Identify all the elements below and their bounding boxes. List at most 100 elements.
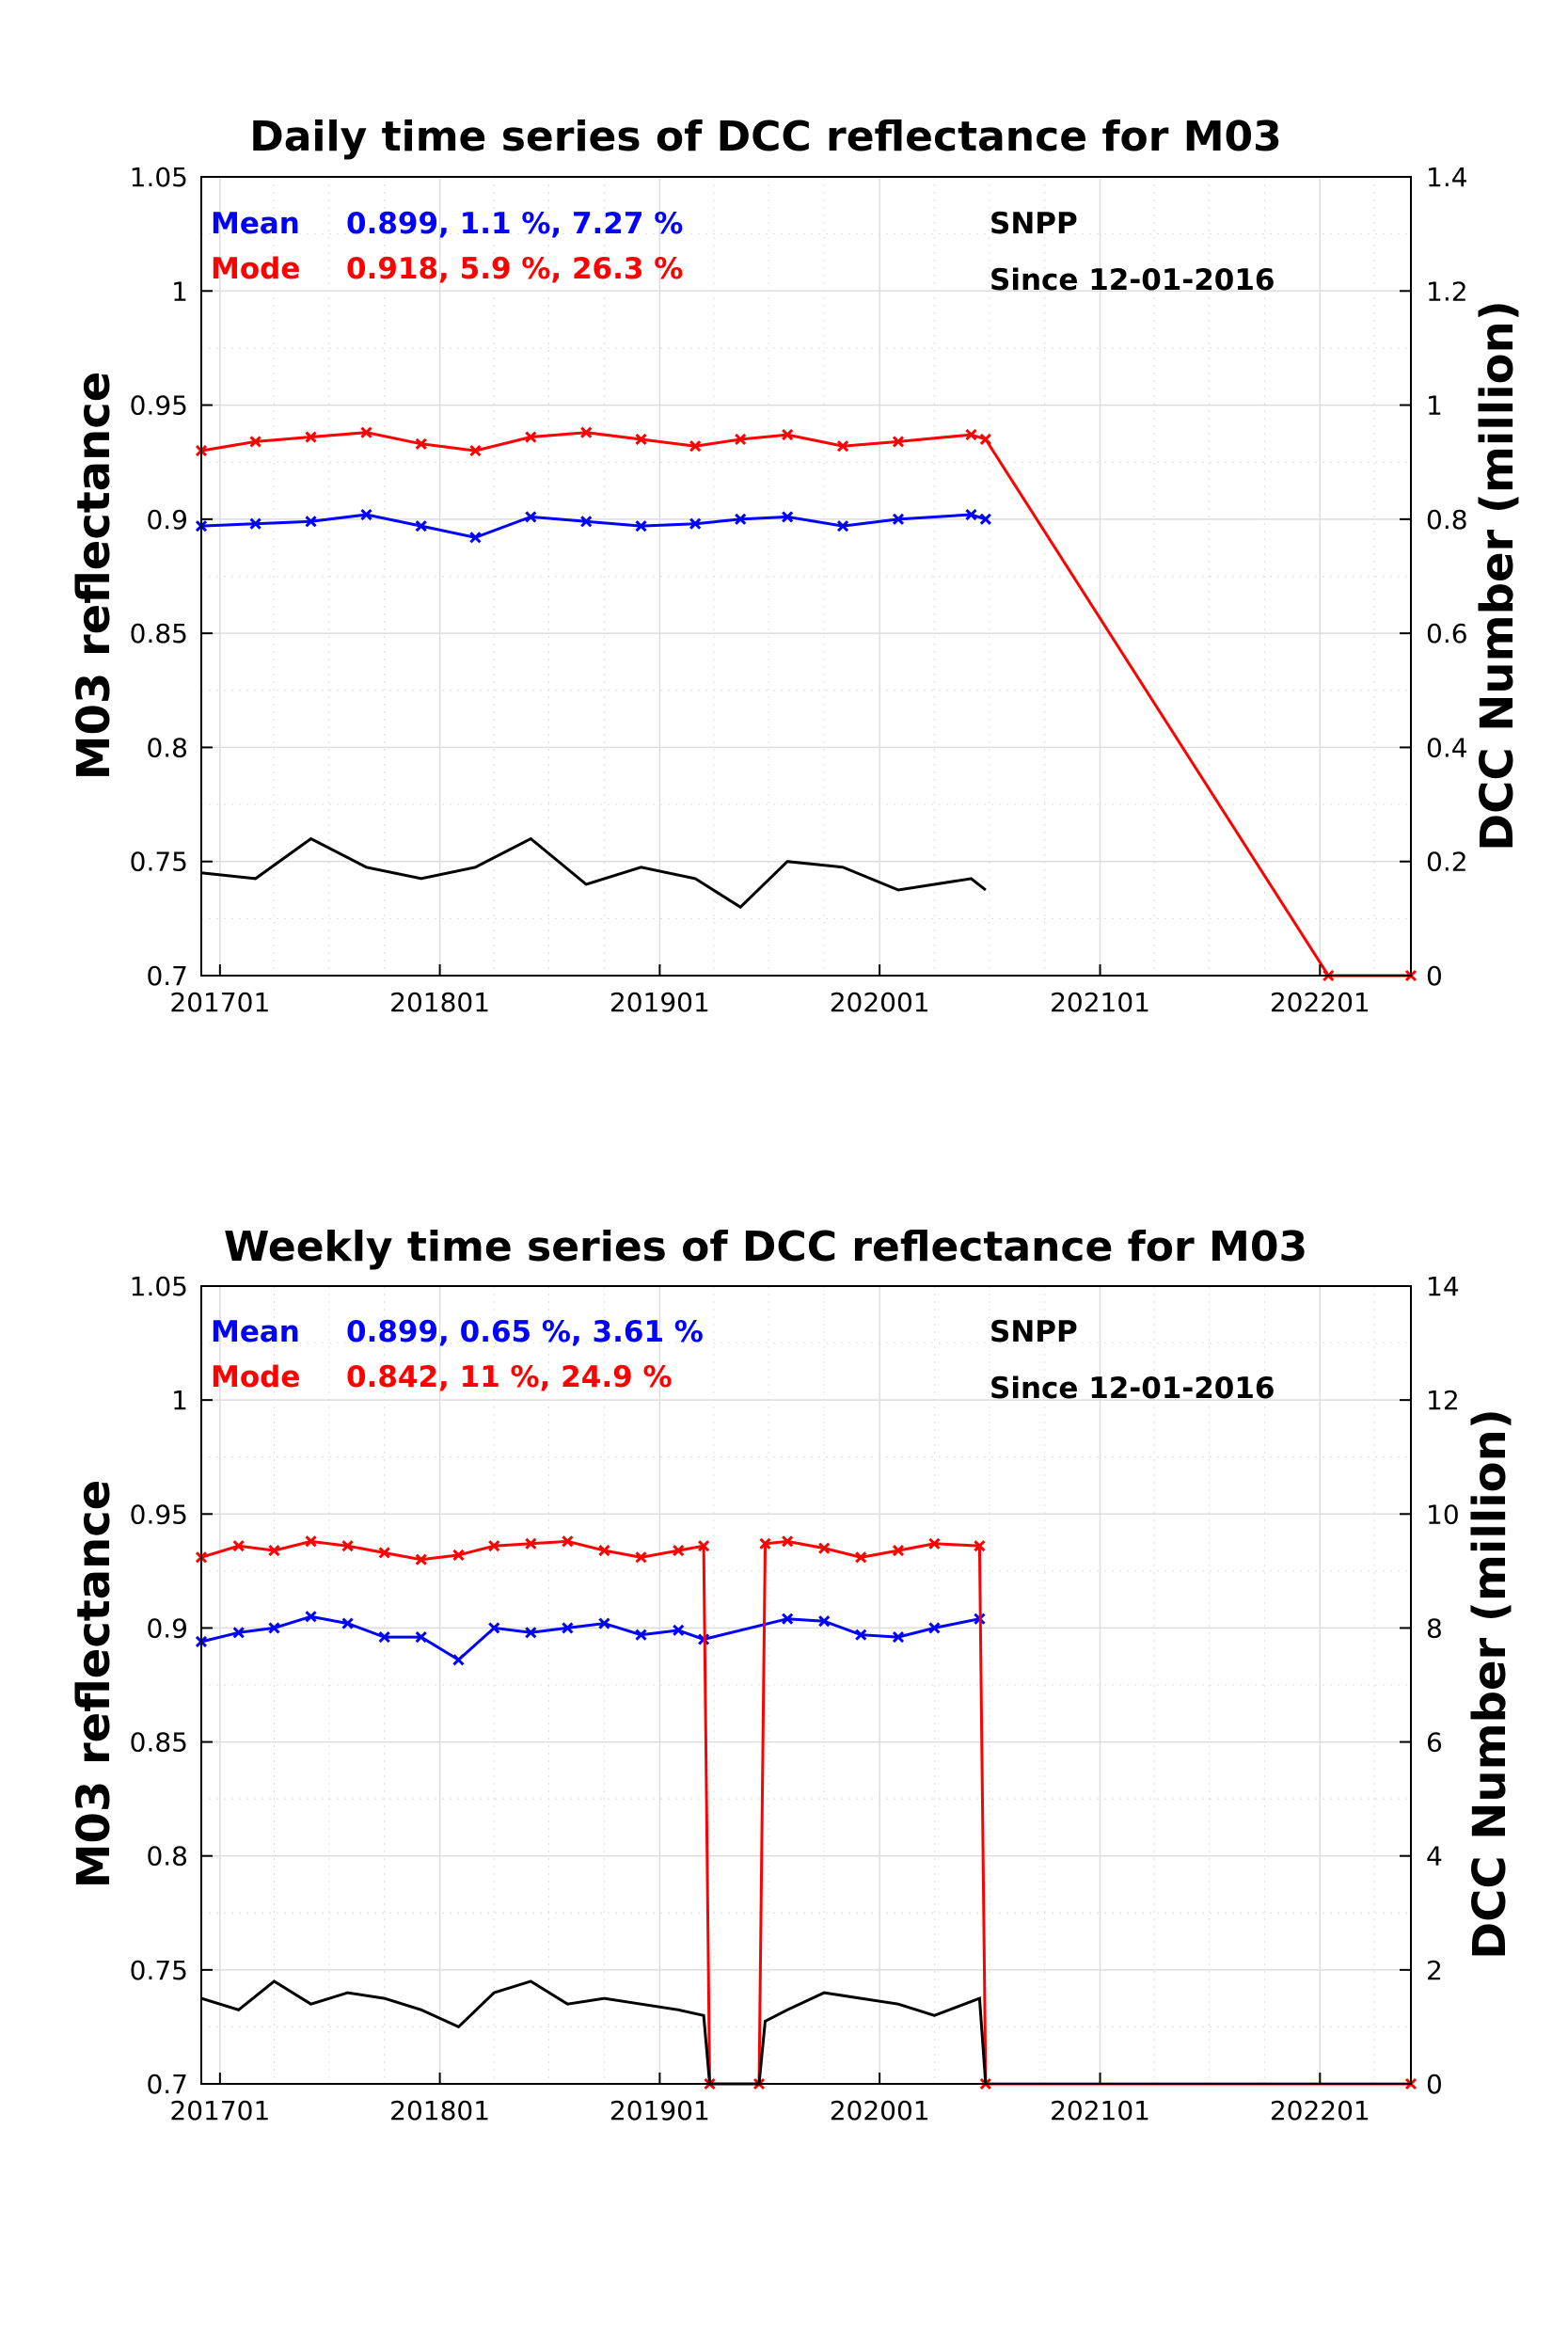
y-tick-label: 0.85 bbox=[130, 1727, 188, 1758]
y-tick-label: 1 bbox=[171, 276, 188, 307]
y2-tick-label: 6 bbox=[1426, 1727, 1443, 1758]
x-tick-label: 201701 bbox=[169, 2095, 270, 2126]
series-marker bbox=[360, 426, 372, 438]
series-marker bbox=[689, 517, 702, 530]
x-tick-label: 202101 bbox=[1050, 987, 1150, 1018]
series-marker bbox=[562, 1535, 574, 1548]
series-marker bbox=[580, 426, 593, 438]
y2-tick-label: 1.2 bbox=[1426, 276, 1468, 307]
y2-tick-label: 1.4 bbox=[1426, 162, 1468, 193]
y2-tick-label: 0.8 bbox=[1426, 504, 1468, 535]
plot-area bbox=[200, 1285, 1412, 2085]
series-marker bbox=[525, 1627, 537, 1639]
series-marker bbox=[635, 433, 647, 446]
y2-tick-label: 10 bbox=[1426, 1499, 1460, 1530]
series-marker bbox=[305, 516, 317, 528]
series-marker bbox=[855, 1551, 867, 1564]
y-tick-label: 0.7 bbox=[146, 961, 188, 992]
series-marker bbox=[928, 1537, 941, 1549]
y2-axis-label: DCC Number (million) bbox=[1464, 1408, 1516, 1960]
series-marker bbox=[782, 511, 794, 523]
mode-stats: 0.842, 11 %, 24.9 % bbox=[346, 1360, 673, 1394]
series-marker bbox=[562, 1622, 574, 1634]
x-tick-label: 201701 bbox=[169, 987, 270, 1018]
series-marker bbox=[782, 1613, 794, 1625]
series-marker bbox=[305, 1535, 317, 1548]
series-marker bbox=[452, 1549, 465, 1561]
x-tick-label: 202001 bbox=[830, 987, 930, 1018]
y-tick-label: 0.95 bbox=[130, 1499, 188, 1530]
series-line-mode bbox=[200, 1539, 1411, 2086]
series-marker bbox=[837, 440, 849, 453]
series-marker bbox=[735, 513, 747, 525]
series-marker bbox=[892, 1631, 905, 1644]
satellite-label: SNPP bbox=[990, 1315, 1078, 1349]
series-marker bbox=[818, 1615, 831, 1628]
y2-tick-label: 0 bbox=[1426, 2069, 1443, 2100]
y-tick-label: 0.7 bbox=[146, 2069, 188, 2100]
series-marker bbox=[249, 436, 261, 448]
series-line-dcc-number bbox=[200, 836, 987, 910]
mean-stats: 0.899, 0.65 %, 3.61 % bbox=[346, 1315, 704, 1349]
x-tick-label: 202001 bbox=[830, 2095, 930, 2126]
series-marker bbox=[232, 1627, 245, 1639]
series-marker bbox=[598, 1617, 610, 1629]
series-marker bbox=[341, 1617, 354, 1629]
series-marker bbox=[965, 429, 977, 441]
series-marker bbox=[689, 440, 702, 453]
series-marker bbox=[415, 520, 427, 532]
y2-tick-label: 14 bbox=[1426, 1271, 1460, 1302]
daily-panel: Daily time series of DCC reflectance for… bbox=[68, 113, 1524, 1018]
series-marker bbox=[249, 517, 261, 530]
y2-tick-label: 1 bbox=[1426, 390, 1443, 421]
y2-tick-label: 0 bbox=[1426, 961, 1443, 992]
y2-tick-label: 12 bbox=[1426, 1385, 1460, 1416]
y2-tick-label: 0.2 bbox=[1426, 847, 1468, 878]
series-marker bbox=[415, 1553, 427, 1565]
y2-tick-label: 4 bbox=[1426, 1841, 1443, 1872]
satellite-label: SNPP bbox=[990, 207, 1078, 241]
y2-tick-label: 0.4 bbox=[1426, 732, 1468, 763]
x-tick-label: 202101 bbox=[1050, 2095, 1150, 2126]
series-marker bbox=[268, 1544, 280, 1557]
mean-label: Mean bbox=[211, 1315, 300, 1349]
x-tick-label: 201901 bbox=[610, 2095, 710, 2126]
series-marker bbox=[837, 520, 849, 532]
y-axis-label: M03 reflectance bbox=[68, 372, 120, 781]
series-marker bbox=[979, 513, 991, 525]
series-line-mean bbox=[200, 513, 987, 539]
since-label: Since 12-01-2016 bbox=[990, 1372, 1275, 1406]
series-marker bbox=[965, 508, 977, 521]
y-tick-label: 0.8 bbox=[146, 732, 188, 763]
y2-tick-label: 8 bbox=[1426, 1613, 1443, 1644]
series-marker bbox=[892, 1544, 905, 1557]
series-marker bbox=[698, 1540, 710, 1552]
x-tick-label: 202201 bbox=[1270, 987, 1370, 1018]
series-marker bbox=[782, 429, 794, 441]
series-marker bbox=[488, 1540, 500, 1552]
series-marker bbox=[525, 431, 537, 443]
y-tick-label: 0.85 bbox=[130, 618, 188, 649]
plot-area bbox=[200, 176, 1412, 977]
series-marker bbox=[782, 1535, 794, 1548]
y-tick-label: 0.9 bbox=[146, 504, 188, 535]
series-marker bbox=[979, 433, 991, 446]
series-marker bbox=[928, 1622, 941, 1634]
series-marker bbox=[360, 508, 372, 521]
y-tick-label: 0.8 bbox=[146, 1841, 188, 1872]
x-tick-label: 201801 bbox=[389, 987, 490, 1018]
x-tick-label: 201901 bbox=[610, 987, 710, 1018]
series-marker bbox=[415, 1631, 427, 1644]
x-tick-label: 201801 bbox=[389, 2095, 490, 2126]
series-marker bbox=[378, 1547, 390, 1559]
series-marker bbox=[974, 1540, 986, 1552]
series-marker bbox=[488, 1622, 500, 1634]
since-label: Since 12-01-2016 bbox=[990, 263, 1275, 297]
chart-title: Daily time series of DCC reflectance for… bbox=[249, 113, 1282, 161]
y2-tick-label: 0.6 bbox=[1426, 618, 1468, 649]
series-marker bbox=[598, 1544, 610, 1557]
series-marker bbox=[635, 1629, 647, 1641]
series-marker bbox=[305, 1611, 317, 1623]
series-marker bbox=[525, 1537, 537, 1549]
